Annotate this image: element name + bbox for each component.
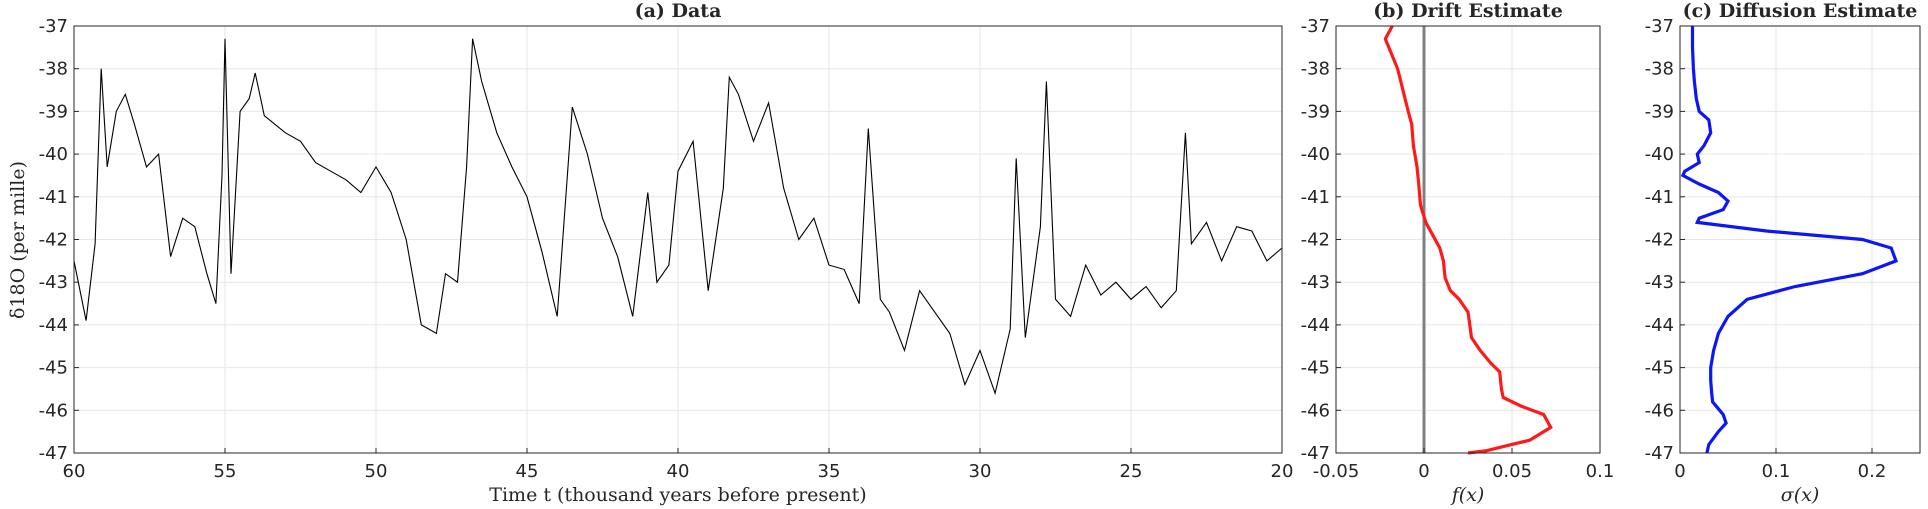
diffusion-series-line [1680,26,1899,454]
panel-data-xtick-label: 60 [63,461,86,482]
panel-drift-ytick-label: -45 [1301,358,1330,379]
panel-drift-xtick-label: 0 [1418,461,1429,482]
panel-data-ytick-label: -45 [39,358,68,379]
data-series-line [73,38,1283,396]
panel-data-ytick-label: -38 [39,59,68,80]
panel-diffusion-ytick-label: -42 [1645,230,1674,251]
panel-diffusion-xticks: 0 0.1 0.2 [1674,448,1886,482]
panel-data-ytick-label: -42 [39,230,68,251]
panel-drift-xtick-label: 0.1 [1586,461,1615,482]
panel-diffusion-ytick-label: -46 [1645,400,1674,421]
panel-diffusion: 0 0.1 0.2 -37 -38 -39 -40 -41 -42 -43 -44 -45 -46 -4… [1645,0,1921,506]
panel-data: 60 55 50 45 40 35 30 25 20 -37 -38 -39 -40 -41 -42 -43… [7,0,1293,506]
panel-data-yticks: -37 -38 -39 -40 -41 -42 -43 -44 -45 -46 -47 [39,16,79,464]
panel-data-xtick-label: 40 [667,461,690,482]
panel-data-title: (a) Data [635,0,722,22]
panel-drift-xticks: -0.05 0 0.05 0.1 [1313,448,1615,482]
panel-drift-ytick-label: -41 [1301,187,1330,208]
panel-diffusion-ytick-label: -38 [1645,59,1674,80]
panel-drift-ytick-label: -40 [1301,144,1330,165]
panel-drift-ytick-label: -43 [1301,272,1330,293]
panel-drift-xlabel: f(x) [1450,484,1485,506]
panel-diffusion-xtick-label: 0.2 [1858,461,1887,482]
panel-drift-ytick-label: -38 [1301,59,1330,80]
panel-drift-ytick-label: -44 [1301,315,1330,336]
panel-drift-ytick-label: -37 [1301,16,1330,37]
panel-drift-ytick-label: -42 [1301,230,1330,251]
panel-drift-ytick-label: -46 [1301,400,1330,421]
panel-diffusion-yticks: -37 -38 -39 -40 -41 -42 -43 -44 -45 -46 -47 [1645,16,1685,464]
panel-data-ytick-label: -41 [39,187,68,208]
panel-data-xticks: 60 55 50 45 40 35 30 25 20 [63,448,1294,482]
panel-data-ylabel: δ18O (per mille) [7,161,29,319]
panel-data-xtick-label: 25 [1120,461,1143,482]
panel-drift-ytick-label: -47 [1301,443,1330,464]
panel-data-ytick-label: -37 [39,16,68,37]
panel-data-ytick-label: -43 [39,272,68,293]
panel-diffusion-ytick-label: -44 [1645,315,1674,336]
panel-data-ytick-label: -47 [39,443,68,464]
panel-diffusion-ytick-label: -39 [1645,101,1674,122]
panel-diffusion-title: (c) Diffusion Estimate [1683,0,1918,22]
panel-drift-xtick-label: 0.05 [1492,461,1532,482]
panel-diffusion-grid [1679,25,1920,454]
panel-data-ytick-label: -39 [39,101,68,122]
panel-data-ytick-label: -46 [39,400,68,421]
panel-drift-title: (b) Drift Estimate [1373,0,1563,22]
panel-data-xtick-label: 55 [214,461,237,482]
panel-data-xtick-label: 45 [516,461,539,482]
panel-diffusion-ytick-label: -40 [1645,144,1674,165]
panel-data-ytick-label: -44 [39,315,68,336]
panel-drift-ytick-label: -39 [1301,101,1330,122]
drift-series-line [1383,25,1553,455]
panel-data-ytick-label: -40 [39,144,68,165]
panel-data-xtick-label: 30 [969,461,992,482]
panel-diffusion-ytick-label: -37 [1645,16,1674,37]
panel-data-xtick-label: 50 [365,461,388,482]
panel-diffusion-ytick-label: -41 [1645,187,1674,208]
panel-diffusion-xtick-label: 0.1 [1762,461,1791,482]
panel-diffusion-ytick-label: -47 [1645,443,1674,464]
panel-data-xtick-label: 35 [818,461,841,482]
panel-drift-yticks: -37 -38 -39 -40 -41 -42 -43 -44 -45 -46 -47 [1301,16,1341,464]
panel-diffusion-xtick-label: 0 [1674,461,1685,482]
panel-diffusion-ytick-label: -45 [1645,358,1674,379]
panel-data-xtick-label: 20 [1271,461,1294,482]
panel-data-xlabel: Time t (thousand years before present) [489,484,866,506]
panel-drift-xtick-label: -0.05 [1313,461,1360,482]
panel-drift-grid [1335,25,1601,454]
panel-diffusion-ytick-label: -43 [1645,272,1674,293]
panel-data-grid [73,25,1283,454]
panel-drift: -0.05 0 0.05 0.1 -37 -38 -39 -40 -41 -42 -43 -44 -4… [1301,0,1615,506]
panel-diffusion-xlabel: σ(x) [1781,484,1820,506]
